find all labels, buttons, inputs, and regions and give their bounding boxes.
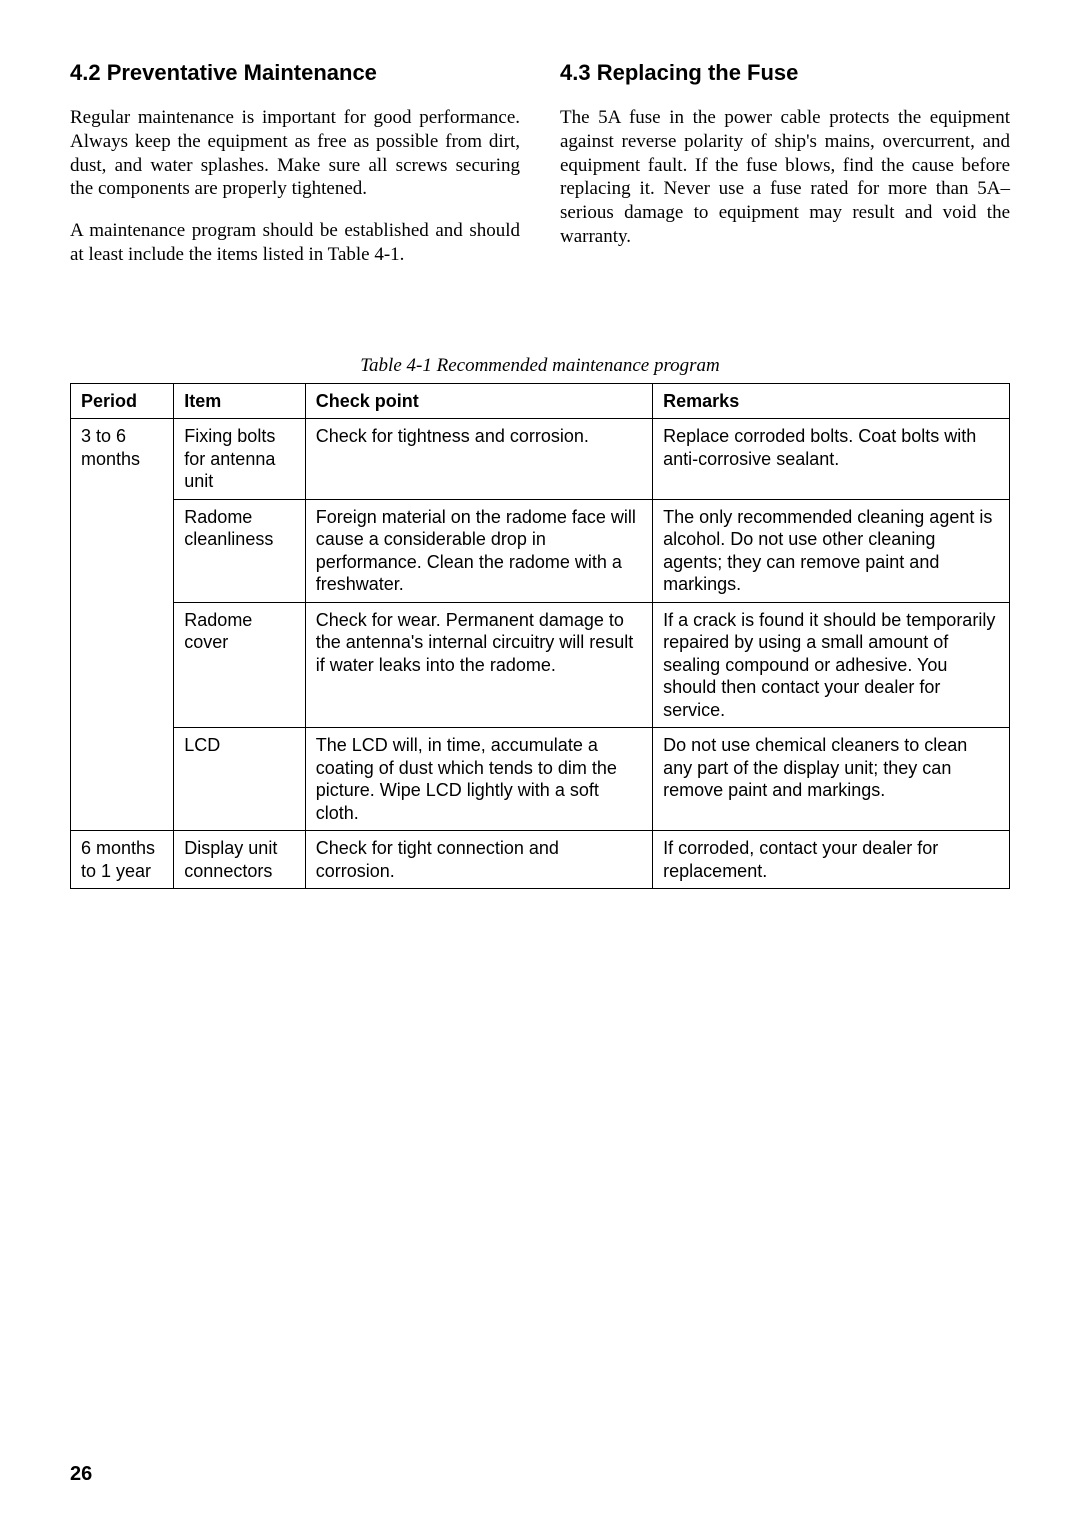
section-heading-4-3: 4.3 Replacing the Fuse [560, 60, 1010, 86]
table-cell-item: Radome cover [174, 602, 305, 728]
table-header-item: Item [174, 383, 305, 419]
table-header-check: Check point [305, 383, 652, 419]
table-cell-check: Check for tight connection and corrosion… [305, 831, 652, 889]
table-cell-period: 3 to 6 months [71, 419, 174, 831]
table-cell-check: Check for wear. Permanent damage to the … [305, 602, 652, 728]
paragraph: Regular maintenance is important for goo… [70, 106, 520, 201]
table-row: 6 months to 1 year Display unit connecto… [71, 831, 1010, 889]
table-cell-item: Fixing bolts for antenna unit [174, 419, 305, 500]
table-row: Radome cleanliness Foreign material on t… [71, 499, 1010, 602]
maintenance-table: Period Item Check point Remarks 3 to 6 m… [70, 383, 1010, 890]
section-heading-4-2: 4.2 Preventative Maintenance [70, 60, 520, 86]
table-cell-remarks: Replace corroded bolts. Coat bolts with … [653, 419, 1010, 500]
page-container: 4.2 Preventative Maintenance Regular mai… [0, 0, 1080, 1526]
table-cell-period: 6 months to 1 year [71, 831, 174, 889]
table-cell-remarks: If a crack is found it should be tempora… [653, 602, 1010, 728]
page-number: 26 [70, 1463, 92, 1486]
table-cell-remarks: The only recommended cleaning agent is a… [653, 499, 1010, 602]
paragraph: A maintenance program should be establis… [70, 219, 520, 267]
table-row: 3 to 6 months Fixing bolts for antenna u… [71, 419, 1010, 500]
table-cell-check: Foreign material on the radome face will… [305, 499, 652, 602]
table-cell-remarks: If corroded, contact your dealer for rep… [653, 831, 1010, 889]
right-column: 4.3 Replacing the Fuse The 5A fuse in th… [560, 60, 1010, 285]
table-row: LCD The LCD will, in time, accumulate a … [71, 728, 1010, 831]
table-header-row: Period Item Check point Remarks [71, 383, 1010, 419]
table-header-period: Period [71, 383, 174, 419]
paragraph: The 5A fuse in the power cable protects … [560, 106, 1010, 249]
table-cell-check: Check for tightness and corrosion. [305, 419, 652, 500]
left-column: 4.2 Preventative Maintenance Regular mai… [70, 60, 520, 285]
table-cell-item: Radome cleanliness [174, 499, 305, 602]
table-cell-remarks: Do not use chemical cleaners to clean an… [653, 728, 1010, 831]
table-caption: Table 4-1 Recommended maintenance progra… [70, 355, 1010, 377]
table-cell-check: The LCD will, in time, accumulate a coat… [305, 728, 652, 831]
table-cell-item: LCD [174, 728, 305, 831]
two-column-section: 4.2 Preventative Maintenance Regular mai… [70, 60, 1010, 285]
table-row: Radome cover Check for wear. Permanent d… [71, 602, 1010, 728]
table-header-remarks: Remarks [653, 383, 1010, 419]
table-cell-item: Display unit connectors [174, 831, 305, 889]
